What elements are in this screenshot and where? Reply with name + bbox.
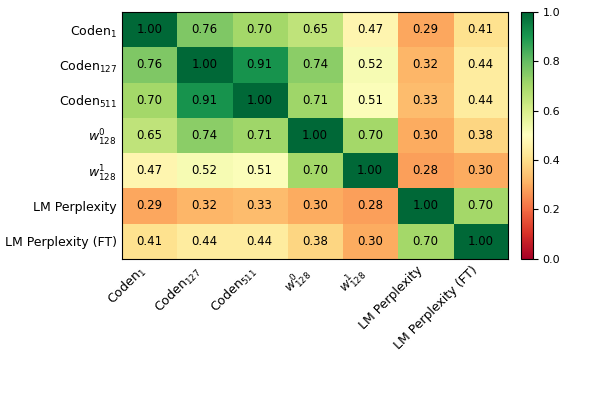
Text: 0.29: 0.29 [136, 199, 162, 212]
Text: 0.28: 0.28 [357, 199, 383, 212]
Text: 0.38: 0.38 [468, 129, 494, 142]
Text: 1.00: 1.00 [357, 164, 383, 177]
Text: 0.91: 0.91 [247, 59, 273, 71]
Text: 0.32: 0.32 [192, 199, 218, 212]
Text: 0.44: 0.44 [247, 234, 273, 248]
Text: 0.33: 0.33 [412, 94, 438, 107]
Text: 0.70: 0.70 [247, 23, 272, 36]
Text: 0.44: 0.44 [192, 234, 218, 248]
Text: 0.30: 0.30 [302, 199, 328, 212]
Text: 0.65: 0.65 [302, 23, 328, 36]
Text: 0.70: 0.70 [302, 164, 328, 177]
Text: 0.44: 0.44 [468, 59, 494, 71]
Text: 0.70: 0.70 [136, 94, 162, 107]
Text: 0.91: 0.91 [192, 94, 218, 107]
Text: 0.30: 0.30 [412, 129, 438, 142]
Text: 0.47: 0.47 [357, 23, 383, 36]
Text: 0.33: 0.33 [247, 199, 272, 212]
Text: 0.41: 0.41 [468, 23, 494, 36]
Text: 0.47: 0.47 [136, 164, 162, 177]
Text: 0.76: 0.76 [136, 59, 162, 71]
Text: 0.70: 0.70 [468, 199, 494, 212]
Text: 0.74: 0.74 [302, 59, 328, 71]
Text: 1.00: 1.00 [302, 129, 328, 142]
Text: 1.00: 1.00 [247, 94, 272, 107]
Text: 0.51: 0.51 [357, 94, 383, 107]
Text: 0.71: 0.71 [247, 129, 273, 142]
Text: 0.28: 0.28 [412, 164, 438, 177]
Text: 0.76: 0.76 [192, 23, 218, 36]
Text: 0.29: 0.29 [412, 23, 438, 36]
Text: 0.30: 0.30 [468, 164, 494, 177]
Text: 0.30: 0.30 [357, 234, 383, 248]
Text: 1.00: 1.00 [468, 234, 494, 248]
Text: 0.70: 0.70 [357, 129, 383, 142]
Text: 0.51: 0.51 [247, 164, 272, 177]
Text: 0.74: 0.74 [192, 129, 218, 142]
Text: 0.70: 0.70 [412, 234, 438, 248]
Text: 0.38: 0.38 [302, 234, 328, 248]
Text: 1.00: 1.00 [412, 199, 438, 212]
Text: 0.52: 0.52 [192, 164, 218, 177]
Text: 0.65: 0.65 [136, 129, 162, 142]
Text: 0.44: 0.44 [468, 94, 494, 107]
Text: 0.41: 0.41 [136, 234, 162, 248]
Text: 0.71: 0.71 [302, 94, 328, 107]
Text: 0.32: 0.32 [412, 59, 438, 71]
Text: 0.52: 0.52 [357, 59, 383, 71]
Text: 1.00: 1.00 [136, 23, 162, 36]
Text: 1.00: 1.00 [192, 59, 218, 71]
